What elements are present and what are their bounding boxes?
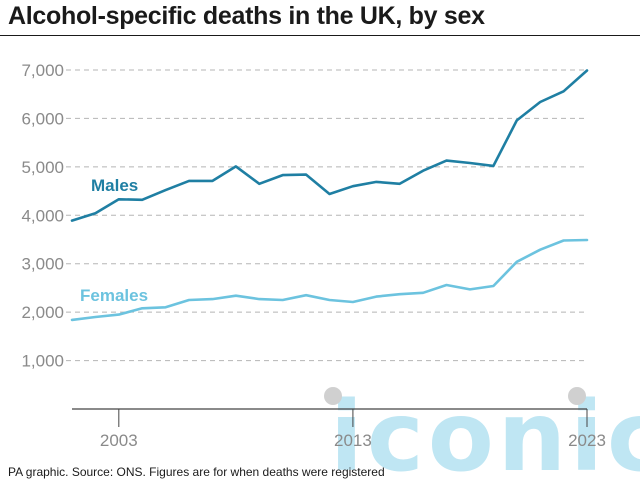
watermark-text: iconic — [330, 381, 640, 485]
series-line-females — [70, 238, 589, 322]
y-tick-label: 3,000 — [21, 255, 64, 274]
watermark-dot — [568, 387, 586, 405]
gridlines — [66, 69, 587, 362]
watermark-dot — [324, 387, 342, 405]
y-tick-label: 5,000 — [21, 158, 64, 177]
title-divider — [0, 35, 640, 36]
series-line-males — [70, 69, 589, 222]
y-tick-label: 6,000 — [21, 109, 64, 128]
series-labels: Males Females — [80, 176, 148, 305]
x-tick-label: 2013 — [334, 431, 372, 450]
series-label-females: Females — [80, 286, 148, 305]
chart-title: Alcohol-specific deaths in the UK, by se… — [8, 2, 485, 30]
series-lines — [70, 69, 589, 322]
y-tick-label: 7,000 — [21, 61, 64, 80]
watermark: iconic — [324, 381, 640, 485]
x-axis: 2003 2013 2023 — [72, 408, 606, 450]
series-label-males: Males — [91, 176, 138, 195]
y-tick-label: 2,000 — [21, 303, 64, 322]
y-tick-label: 1,000 — [21, 352, 64, 371]
source-note: PA graphic. Source: ONS. Figures are for… — [8, 465, 385, 479]
x-tick-label: 2003 — [100, 431, 138, 450]
x-tick-label: 2023 — [568, 431, 606, 450]
y-tick-label: 4,000 — [21, 206, 64, 225]
y-axis-tick-labels: 1,000 2,000 3,000 4,000 5,000 6,000 7,000 — [21, 61, 64, 371]
